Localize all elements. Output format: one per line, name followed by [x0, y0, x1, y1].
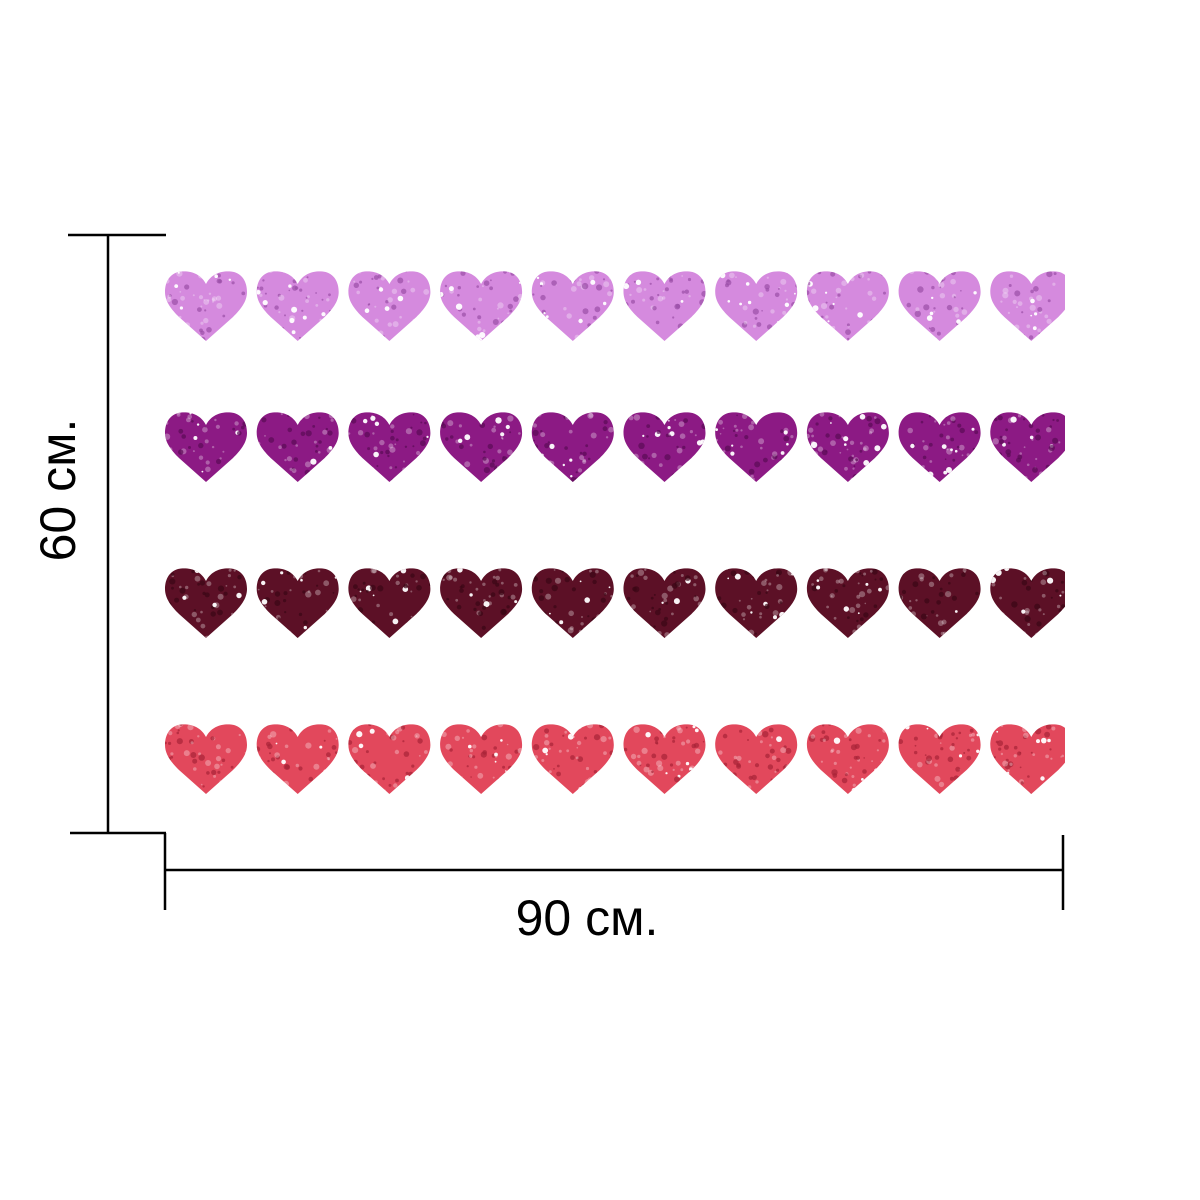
- heart-purple-glitter: [440, 412, 523, 483]
- width-label: 90 см.: [515, 890, 659, 946]
- heart-burgundy-glitter: [990, 568, 1065, 639]
- heart-lilac-glitter: [531, 271, 614, 341]
- width-dimension-line: [163, 833, 1065, 910]
- heart-pattern: [165, 271, 1065, 795]
- heart-purple-glitter: [348, 412, 431, 483]
- heart-coral-red-glitter: [715, 724, 798, 795]
- heart-lilac-glitter: [990, 271, 1065, 342]
- heart-coral-red-glitter: [348, 724, 431, 795]
- heart-purple-glitter: [623, 412, 706, 483]
- heart-lilac-glitter: [348, 271, 431, 342]
- heart-coral-red-glitter: [531, 724, 614, 795]
- heart-lilac-glitter: [806, 271, 889, 342]
- heart-burgundy-glitter: [440, 568, 523, 639]
- heart-burgundy-glitter: [256, 568, 339, 639]
- heart-lilac-glitter: [715, 271, 798, 341]
- heart-lilac-glitter: [898, 271, 981, 342]
- heart-lilac-glitter: [256, 271, 339, 341]
- heart-lilac-glitter: [440, 271, 523, 342]
- heart-coral-red-glitter: [165, 724, 247, 794]
- heart-purple-glitter: [165, 412, 247, 483]
- heart-burgundy-glitter: [348, 568, 431, 639]
- heart-coral-red-glitter: [623, 724, 706, 795]
- heart-burgundy-glitter: [898, 568, 981, 639]
- heart-burgundy-glitter: [165, 568, 247, 639]
- heart-lilac-glitter: [623, 271, 706, 341]
- heart-purple-glitter: [715, 412, 798, 483]
- heart-burgundy-glitter: [531, 568, 614, 639]
- heart-purple-glitter: [806, 412, 889, 482]
- heart-purple-glitter: [256, 412, 339, 483]
- heart-burgundy-glitter: [715, 568, 798, 639]
- heart-coral-red-glitter: [990, 724, 1065, 795]
- heart-coral-red-glitter: [898, 724, 981, 795]
- height-dimension-line: [68, 233, 166, 835]
- heart-burgundy-glitter: [623, 568, 706, 638]
- heart-coral-red-glitter: [440, 724, 523, 795]
- heart-burgundy-glitter: [806, 568, 889, 639]
- heart-coral-red-glitter: [806, 724, 889, 795]
- heart-coral-red-glitter: [256, 724, 339, 795]
- heart-purple-glitter: [531, 412, 614, 483]
- heart-purple-glitter: [898, 412, 981, 483]
- heart-lilac-glitter: [165, 271, 247, 342]
- height-label: 60 см.: [30, 418, 86, 562]
- heart-purple-glitter: [990, 412, 1065, 483]
